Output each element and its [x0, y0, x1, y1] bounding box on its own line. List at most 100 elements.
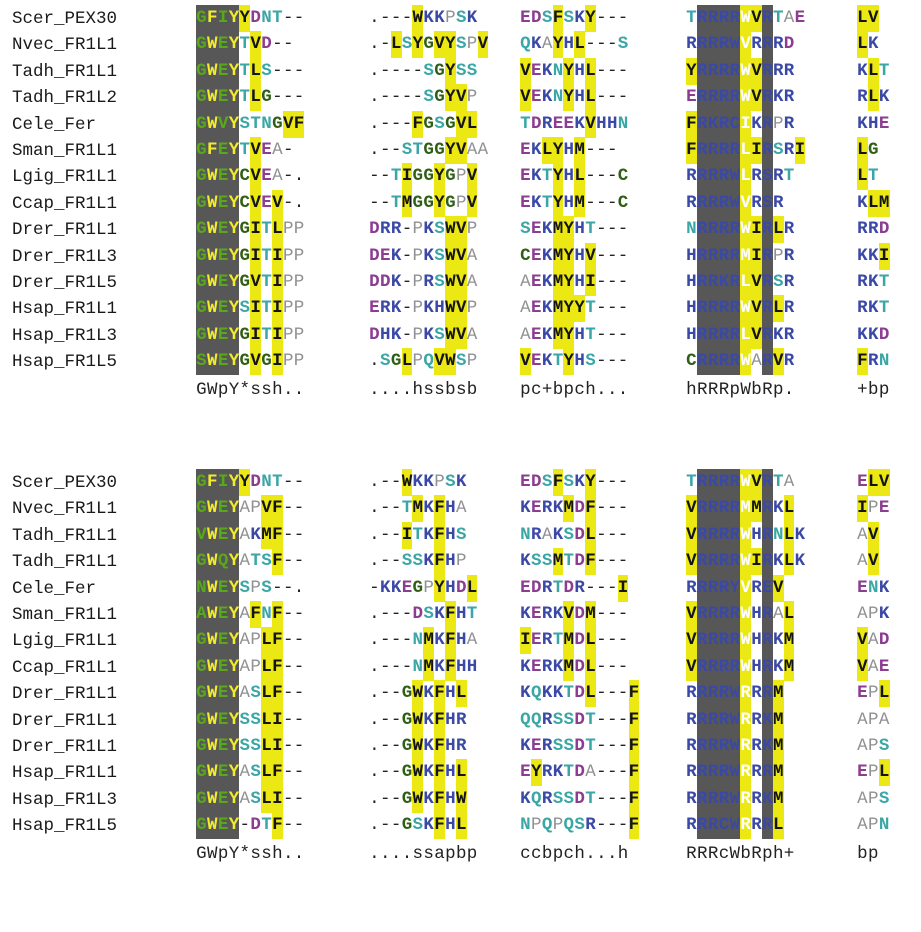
residue: G [401, 815, 413, 836]
residue: A [857, 788, 868, 809]
residue: K [423, 709, 434, 730]
residue: - [606, 60, 618, 81]
residue: G [239, 272, 251, 292]
consensus-char: . [293, 379, 305, 400]
residue: L [401, 348, 413, 376]
residue: A [272, 140, 283, 160]
consensus-char: h [272, 379, 283, 400]
residue: K [552, 656, 564, 677]
residue: H [445, 815, 456, 836]
residue: Q [217, 548, 229, 576]
residue: V [772, 574, 784, 602]
residue: L [261, 785, 272, 813]
residue: Q [563, 815, 575, 836]
residue: I [250, 242, 262, 270]
residue: S [466, 60, 478, 81]
residue: R [686, 577, 697, 598]
residue: A [466, 324, 478, 345]
residue: G [412, 577, 424, 598]
residue: R [740, 759, 752, 787]
residue: L [740, 163, 752, 191]
residue: P [772, 245, 784, 266]
residue: K [423, 219, 434, 240]
residue: K [434, 604, 445, 624]
residue: P [466, 298, 478, 319]
residue: - [293, 87, 305, 108]
residue: . [369, 683, 380, 704]
consensus-char: R [707, 843, 719, 864]
residue: E [520, 192, 531, 213]
residue: W [740, 521, 752, 549]
residue: I [217, 469, 229, 496]
residue: V [455, 110, 467, 138]
residue: L [783, 601, 795, 628]
residue: - [606, 709, 618, 730]
residue: I [617, 574, 629, 602]
residue: G [196, 759, 207, 787]
consensus-char: Y [228, 379, 240, 400]
residue: M [552, 321, 564, 349]
residue: K [423, 736, 434, 756]
residue: P [466, 351, 478, 372]
sequence-name: Ccap_FR1L1 [12, 193, 118, 214]
residue: Y [434, 189, 445, 217]
residue: R [729, 601, 741, 628]
consensus-char: . [401, 379, 413, 400]
sequence-name: Hsap_FR1L3 [12, 325, 118, 346]
residue: R [707, 680, 719, 708]
residue: G [261, 87, 272, 108]
residue: E [261, 140, 272, 160]
residue: I [250, 321, 262, 349]
residue: D [574, 762, 585, 783]
residue: - [617, 60, 629, 81]
residue: D [369, 272, 380, 292]
residue: R [696, 57, 708, 85]
residue: - [617, 272, 629, 292]
residue: R [455, 736, 467, 756]
residue: L [878, 759, 890, 787]
consensus-char: s [434, 379, 445, 400]
residue: - [606, 8, 618, 28]
residue: P [868, 683, 879, 704]
residue: F [552, 5, 564, 32]
residue: F [206, 137, 218, 164]
residue: R [686, 788, 697, 809]
residue: R [718, 57, 730, 85]
residue: T [541, 166, 553, 187]
residue: - [380, 166, 391, 187]
residue: - [401, 298, 413, 319]
residue: G [196, 84, 207, 112]
residue: - [380, 630, 391, 651]
residue: S [531, 551, 542, 572]
residue: M [552, 242, 564, 270]
consensus-char: s [261, 843, 272, 864]
residue: I [271, 785, 283, 813]
residue: Q [531, 788, 542, 809]
consensus-char: b [541, 843, 553, 864]
sequence-name: Ccap_FR1L1 [12, 657, 118, 678]
residue: - [606, 577, 618, 598]
residue: P [282, 324, 294, 345]
residue: W [206, 31, 218, 59]
residue: S [239, 736, 251, 756]
residue: R [696, 653, 708, 681]
residue: G [868, 140, 879, 160]
consensus-char: s [412, 843, 424, 864]
residue: - [282, 656, 294, 677]
residue: I [740, 110, 752, 138]
residue: - [293, 630, 305, 651]
consensus-char: . [606, 379, 618, 400]
residue: Y [552, 137, 564, 164]
